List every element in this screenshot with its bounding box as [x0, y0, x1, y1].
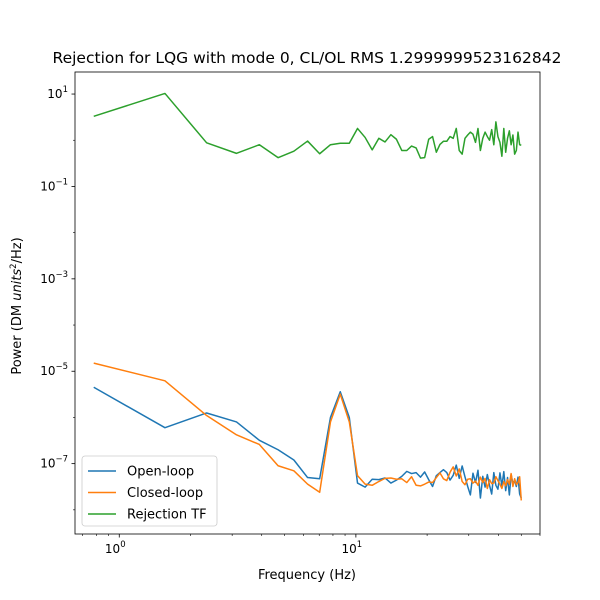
legend-label-rejection-tf: Rejection TF [127, 508, 207, 523]
series-line-open-loop [93, 386, 522, 499]
y-tick-label: 10−7 [40, 455, 68, 471]
legend: Open-loop Closed-loop Rejection TF [81, 455, 218, 527]
series-line-rejection-tf [93, 92, 522, 159]
x-axis: 100 101 [82, 534, 541, 556]
chart-title: Rejection for LQG with mode 0, CL/OL RMS… [53, 49, 562, 67]
y-axis: 10−7 10−5 10−3 10−1 101 [40, 85, 75, 511]
x-tick-label: 101 [342, 540, 363, 556]
x-tick-label: 100 [105, 540, 126, 556]
legend-label-open-loop: Open-loop [127, 465, 194, 480]
y-tick-label: 101 [47, 85, 68, 101]
plot-frame [74, 71, 541, 535]
legend-box [81, 455, 218, 527]
y-tick-label: 10−3 [40, 270, 68, 286]
y-axis-label: Power (DM units2/Hz) [9, 237, 25, 374]
plot-area [74, 71, 541, 535]
y-tick-label: 10−5 [40, 362, 68, 378]
legend-label-closed-loop: Closed-loop [127, 486, 203, 501]
x-axis-label: Frequency (Hz) [258, 568, 356, 583]
series-line-closed-loop [93, 362, 523, 501]
y-tick-label: 10−1 [40, 177, 68, 193]
